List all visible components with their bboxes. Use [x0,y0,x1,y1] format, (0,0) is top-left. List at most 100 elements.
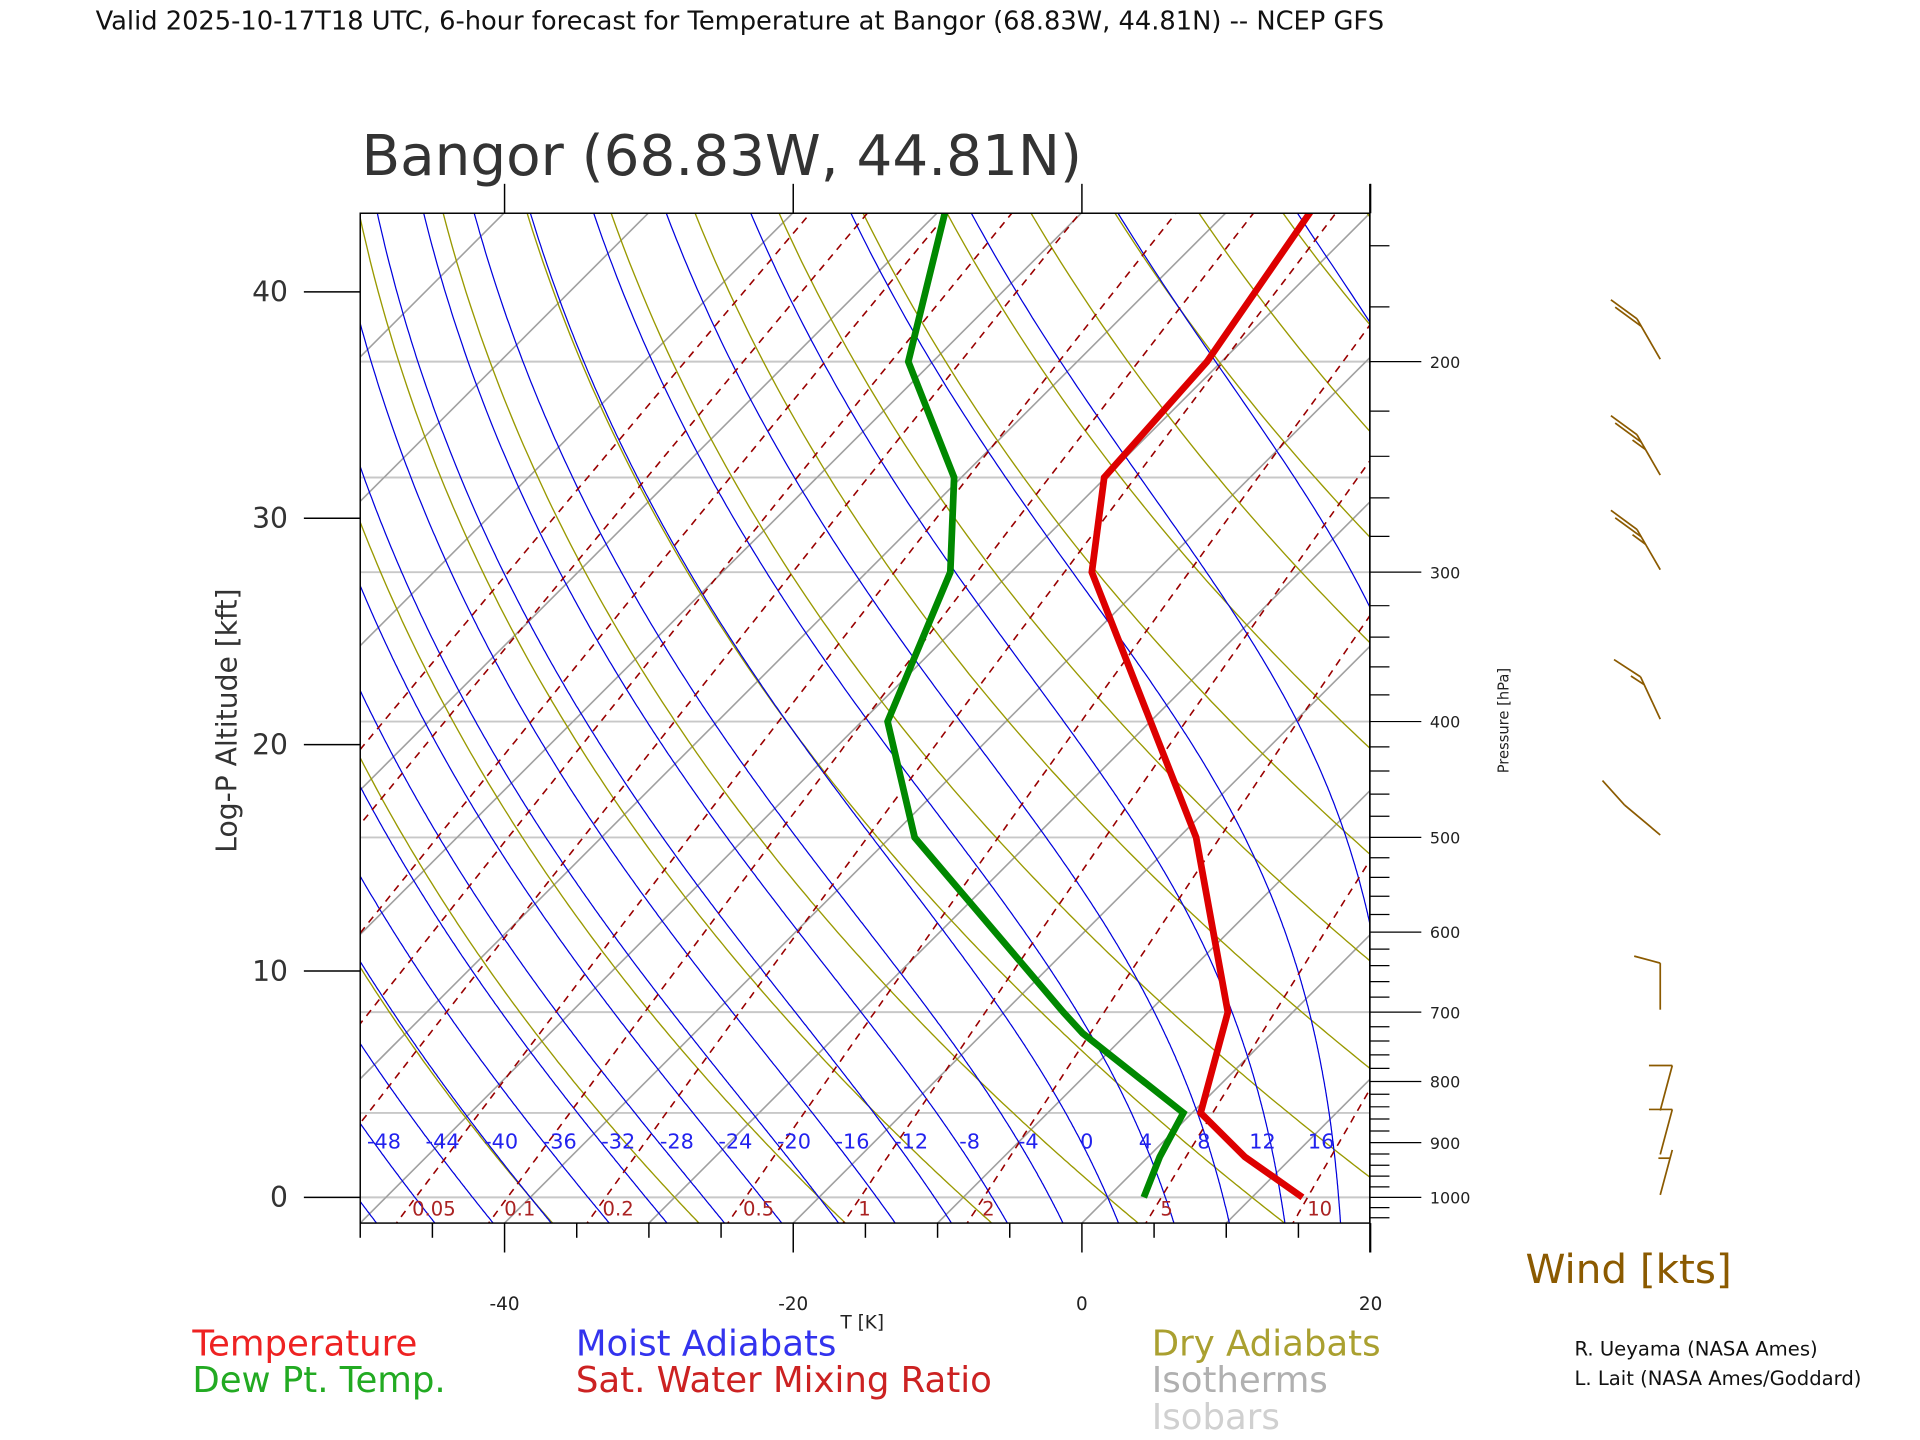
pressure-tick-label: 400 [1430,713,1460,732]
moist-adiabat-label: -24 [718,1129,752,1153]
wind-barb-flag [1633,955,1661,964]
moist-adiabat-line [376,213,953,1224]
moist-adiabat-line [360,1042,494,1224]
mixing-ratio-line [842,459,1370,1224]
moist-adiabat-label: -48 [367,1129,401,1153]
moist-adiabat-line [360,1122,436,1224]
wind-barb-flag [1610,509,1638,531]
dry-adiabat-line [1833,176,1920,1227]
moist-adiabat-line [750,213,1286,1224]
mixing-ratio-line [360,213,1081,1125]
wind-barb-half-flag [1630,675,1645,686]
wind-barb [1610,414,1661,476]
legend-dry-adiabats: Dry Adiabats [1152,1323,1381,1364]
mixing-ratio-label: 10 [1307,1198,1332,1221]
moist-adiabat-label: 4 [1139,1129,1152,1153]
isotherm-line [1225,1078,1370,1224]
wind-barb [1610,509,1661,571]
left-tick-label: 40 [252,276,288,309]
isotherm-line [1510,176,1920,1227]
legend-isotherms: Isotherms [1152,1360,1328,1401]
moist-adiabat-label: -20 [777,1129,811,1153]
wind-barb-shaft [1659,1149,1674,1196]
isotherm-line [360,213,938,792]
x-tick-label: -20 [778,1294,808,1315]
x-tick-label: 0 [1076,1294,1088,1315]
mixing-ratio-label: 2 [982,1198,994,1221]
dry-adiabat-line [1282,213,1370,326]
wind-barb [1610,299,1661,360]
dry-adiabat-line [1669,176,1920,1227]
x-tick-label: -40 [490,1294,520,1315]
wind-barb-flag [1614,306,1642,327]
left-tick-label: 30 [252,502,288,535]
dry-adiabat-line [1366,213,1370,218]
inner-labels: -48 -44 -40 -36 -32 -28 -24 -20 -16 -12 -8 -4 0 4 8 12 1… [367,1129,1334,1220]
isotherm-line [1655,176,1920,1227]
moist-adiabat-line [423,213,1009,1224]
moist-adiabat-line [529,213,1120,1224]
moist-adiabat-label: -36 [543,1129,577,1153]
right-axis-label: Pressure [hPa] [1495,668,1512,773]
moist-adiabat-line [360,875,611,1224]
moist-adiabat-label: 8 [1197,1129,1210,1153]
moist-adiabat-line [850,213,1342,1224]
dry-adiabat-line [862,213,1370,856]
wind-barb [1601,780,1661,836]
pressure-tick-label: 500 [1430,829,1460,848]
dry-adiabat-line [360,756,700,1224]
dewpoint-line [884,213,1188,1199]
moist-adiabat-label: -44 [426,1129,460,1153]
legend: Temperature Dew Pt. Temp. Moist Adiabats… [191,1323,1380,1438]
moist-adiabat-line [360,584,783,1224]
mixing-ratio-line [586,213,1337,1224]
mixing-ratio-line [1546,176,1920,1227]
moist-adiabat-line [1117,213,1370,609]
wind-barb [1648,1108,1674,1155]
mixing-ratio-label: 5 [1160,1198,1172,1221]
pressure-tick-label: 200 [1430,353,1460,372]
moist-adiabat-line [360,1200,378,1224]
moist-adiabat-label: 16 [1308,1129,1335,1153]
x-tick-label: 20 [1359,1294,1382,1315]
temperature-line [1088,213,1313,1201]
wind-barb [1658,1149,1674,1196]
moist-adiabat-label: -8 [959,1129,980,1153]
mixing-ratio-line [726,323,1370,1224]
pressure-tick-label: 900 [1430,1134,1460,1153]
mixing-ratio-line [487,213,1255,1224]
legend-moist-adiabats: Moist Adiabats [576,1323,837,1364]
dry-adiabat-line [442,213,1140,1224]
legend-isobars: Isobars [1152,1397,1280,1438]
moist-adiabat-label: 12 [1249,1129,1276,1153]
dry-adiabat-line [1751,176,1920,1227]
wind-barb-flag [1613,658,1642,678]
wind-barb-shaft [1659,1065,1674,1111]
dry-adiabat-line [778,213,1370,962]
wind-barb [1633,955,1662,1010]
station-title: Bangor (68.83W, 44.81N) [361,124,1082,189]
mixing-ratio-line [360,213,1013,1025]
dry-adiabat-line [610,213,1370,1179]
left-axis-label: Log-P Altitude [kft] [210,588,243,852]
wind-barb-shaft [1624,804,1661,836]
legend-dewpoint: Dew Pt. Temp. [192,1360,445,1401]
dry-adiabat-line [1586,176,1920,1227]
dry-adiabat-line [360,215,993,1224]
moist-adiabat-line [970,213,1370,927]
isotherm-line [360,213,650,503]
wind-barb-flag [1601,780,1626,806]
page-title: Valid 2025-10-17T18 UTC, 6-hour forecast… [96,6,1384,36]
moist-adiabat-line [360,689,726,1224]
isotherm-line [1080,933,1370,1224]
wind-barb-flag [1614,422,1642,443]
profiles [884,213,1313,1201]
mixing-ratio-label: 0.2 [603,1198,634,1221]
moist-adiabat-line [593,213,1175,1224]
wind-barb-half-flag [1632,439,1647,451]
isotherm-line [647,500,1370,1224]
moist-adiabat-label: -4 [1018,1129,1039,1153]
mixing-ratio-line [395,213,1177,1224]
